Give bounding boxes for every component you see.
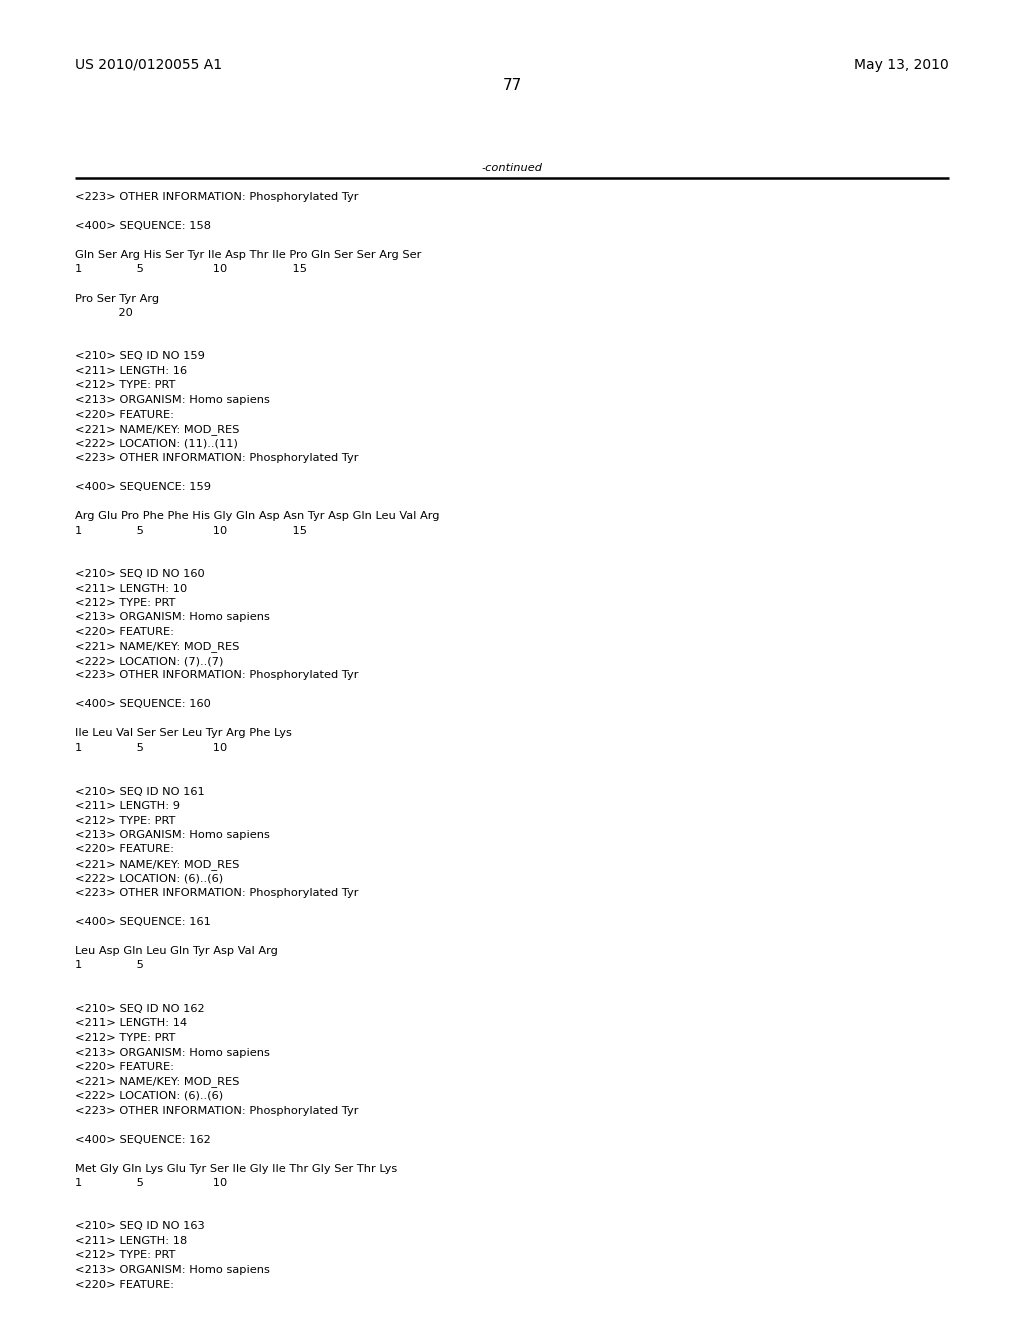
Text: <221> NAME/KEY: MOD_RES: <221> NAME/KEY: MOD_RES	[75, 642, 240, 652]
Text: <213> ORGANISM: Homo sapiens: <213> ORGANISM: Homo sapiens	[75, 1048, 270, 1057]
Text: Leu Asp Gln Leu Gln Tyr Asp Val Arg: Leu Asp Gln Leu Gln Tyr Asp Val Arg	[75, 946, 278, 956]
Text: <400> SEQUENCE: 161: <400> SEQUENCE: 161	[75, 917, 211, 927]
Text: <213> ORGANISM: Homo sapiens: <213> ORGANISM: Homo sapiens	[75, 395, 270, 405]
Text: 1               5                   10: 1 5 10	[75, 743, 227, 752]
Text: <400> SEQUENCE: 158: <400> SEQUENCE: 158	[75, 220, 211, 231]
Text: Ile Leu Val Ser Ser Leu Tyr Arg Phe Lys: Ile Leu Val Ser Ser Leu Tyr Arg Phe Lys	[75, 729, 292, 738]
Text: <211> LENGTH: 18: <211> LENGTH: 18	[75, 1236, 187, 1246]
Text: <223> OTHER INFORMATION: Phosphorylated Tyr: <223> OTHER INFORMATION: Phosphorylated …	[75, 671, 358, 681]
Text: US 2010/0120055 A1: US 2010/0120055 A1	[75, 58, 222, 73]
Text: <210> SEQ ID NO 163: <210> SEQ ID NO 163	[75, 1221, 205, 1232]
Text: <223> OTHER INFORMATION: Phosphorylated Tyr: <223> OTHER INFORMATION: Phosphorylated …	[75, 453, 358, 463]
Text: <220> FEATURE:: <220> FEATURE:	[75, 409, 174, 420]
Text: <220> FEATURE:: <220> FEATURE:	[75, 845, 174, 854]
Text: <212> TYPE: PRT: <212> TYPE: PRT	[75, 598, 175, 609]
Text: <213> ORGANISM: Homo sapiens: <213> ORGANISM: Homo sapiens	[75, 1265, 270, 1275]
Text: May 13, 2010: May 13, 2010	[854, 58, 949, 73]
Text: 1               5                   10                  15: 1 5 10 15	[75, 264, 307, 275]
Text: <213> ORGANISM: Homo sapiens: <213> ORGANISM: Homo sapiens	[75, 612, 270, 623]
Text: <211> LENGTH: 14: <211> LENGTH: 14	[75, 1019, 187, 1028]
Text: <400> SEQUENCE: 159: <400> SEQUENCE: 159	[75, 482, 211, 492]
Text: Arg Glu Pro Phe Phe His Gly Gln Asp Asn Tyr Asp Gln Leu Val Arg: Arg Glu Pro Phe Phe His Gly Gln Asp Asn …	[75, 511, 439, 521]
Text: <220> FEATURE:: <220> FEATURE:	[75, 627, 174, 638]
Text: 1               5                   10                  15: 1 5 10 15	[75, 525, 307, 536]
Text: <221> NAME/KEY: MOD_RES: <221> NAME/KEY: MOD_RES	[75, 424, 240, 434]
Text: <210> SEQ ID NO 162: <210> SEQ ID NO 162	[75, 1005, 205, 1014]
Text: 1               5                   10: 1 5 10	[75, 1177, 227, 1188]
Text: <400> SEQUENCE: 162: <400> SEQUENCE: 162	[75, 1134, 211, 1144]
Text: Met Gly Gln Lys Glu Tyr Ser Ile Gly Ile Thr Gly Ser Thr Lys: Met Gly Gln Lys Glu Tyr Ser Ile Gly Ile …	[75, 1163, 397, 1173]
Text: <221> NAME/KEY: MOD_RES: <221> NAME/KEY: MOD_RES	[75, 1077, 240, 1088]
Text: <220> FEATURE:: <220> FEATURE:	[75, 1279, 174, 1290]
Text: <223> OTHER INFORMATION: Phosphorylated Tyr: <223> OTHER INFORMATION: Phosphorylated …	[75, 191, 358, 202]
Text: <213> ORGANISM: Homo sapiens: <213> ORGANISM: Homo sapiens	[75, 830, 270, 840]
Text: <220> FEATURE:: <220> FEATURE:	[75, 1063, 174, 1072]
Text: <212> TYPE: PRT: <212> TYPE: PRT	[75, 1034, 175, 1043]
Text: <222> LOCATION: (11)..(11): <222> LOCATION: (11)..(11)	[75, 438, 238, 449]
Text: <223> OTHER INFORMATION: Phosphorylated Tyr: <223> OTHER INFORMATION: Phosphorylated …	[75, 888, 358, 898]
Text: Pro Ser Tyr Arg: Pro Ser Tyr Arg	[75, 293, 159, 304]
Text: <210> SEQ ID NO 160: <210> SEQ ID NO 160	[75, 569, 205, 579]
Text: <212> TYPE: PRT: <212> TYPE: PRT	[75, 816, 175, 825]
Text: <211> LENGTH: 16: <211> LENGTH: 16	[75, 366, 187, 376]
Text: 1               5: 1 5	[75, 961, 144, 970]
Text: 20: 20	[75, 308, 133, 318]
Text: <222> LOCATION: (6)..(6): <222> LOCATION: (6)..(6)	[75, 1092, 223, 1101]
Text: <222> LOCATION: (7)..(7): <222> LOCATION: (7)..(7)	[75, 656, 223, 667]
Text: <211> LENGTH: 10: <211> LENGTH: 10	[75, 583, 187, 594]
Text: <223> OTHER INFORMATION: Phosphorylated Tyr: <223> OTHER INFORMATION: Phosphorylated …	[75, 1106, 358, 1115]
Text: <210> SEQ ID NO 159: <210> SEQ ID NO 159	[75, 351, 205, 362]
Text: <400> SEQUENCE: 160: <400> SEQUENCE: 160	[75, 700, 211, 710]
Text: <212> TYPE: PRT: <212> TYPE: PRT	[75, 1250, 175, 1261]
Text: -continued: -continued	[481, 162, 543, 173]
Text: <211> LENGTH: 9: <211> LENGTH: 9	[75, 801, 180, 810]
Text: <212> TYPE: PRT: <212> TYPE: PRT	[75, 380, 175, 391]
Text: <222> LOCATION: (6)..(6): <222> LOCATION: (6)..(6)	[75, 874, 223, 883]
Text: <210> SEQ ID NO 161: <210> SEQ ID NO 161	[75, 787, 205, 796]
Text: 77: 77	[503, 78, 521, 92]
Text: Gln Ser Arg His Ser Tyr Ile Asp Thr Ile Pro Gln Ser Ser Arg Ser: Gln Ser Arg His Ser Tyr Ile Asp Thr Ile …	[75, 249, 421, 260]
Text: <221> NAME/KEY: MOD_RES: <221> NAME/KEY: MOD_RES	[75, 859, 240, 870]
